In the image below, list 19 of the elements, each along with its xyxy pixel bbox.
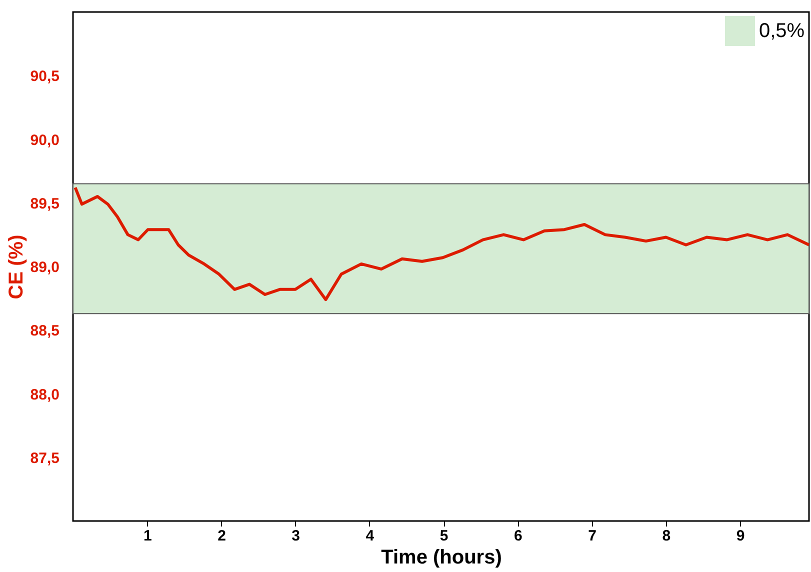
x-tick-label: 1 [143,528,152,544]
y-tick-label: 90,0 [30,132,60,149]
x-tick-label: 7 [588,528,597,544]
x-tick-label: 9 [736,528,745,544]
legend-label: 0,5% [759,20,805,42]
y-tick-label: 88,5 [30,322,60,340]
x-tick-label: 8 [662,528,671,544]
x-axis-title: Time (hours) [381,546,502,568]
y-axis-title: CE (%) [5,234,28,300]
x-tick-label: 2 [218,528,226,544]
y-tick-label: 88,0 [30,386,60,404]
y-tick-label: 90,5 [30,68,60,86]
x-tick-label: 5 [440,528,448,544]
x-tick-label: 4 [366,528,375,544]
y-tick-label: 89,5 [30,195,60,212]
x-tick-label: 6 [514,528,522,544]
x-tick-label: 3 [292,528,300,544]
y-tick-label: 87,5 [30,450,60,467]
y-tick-label: 89,0 [30,259,60,276]
